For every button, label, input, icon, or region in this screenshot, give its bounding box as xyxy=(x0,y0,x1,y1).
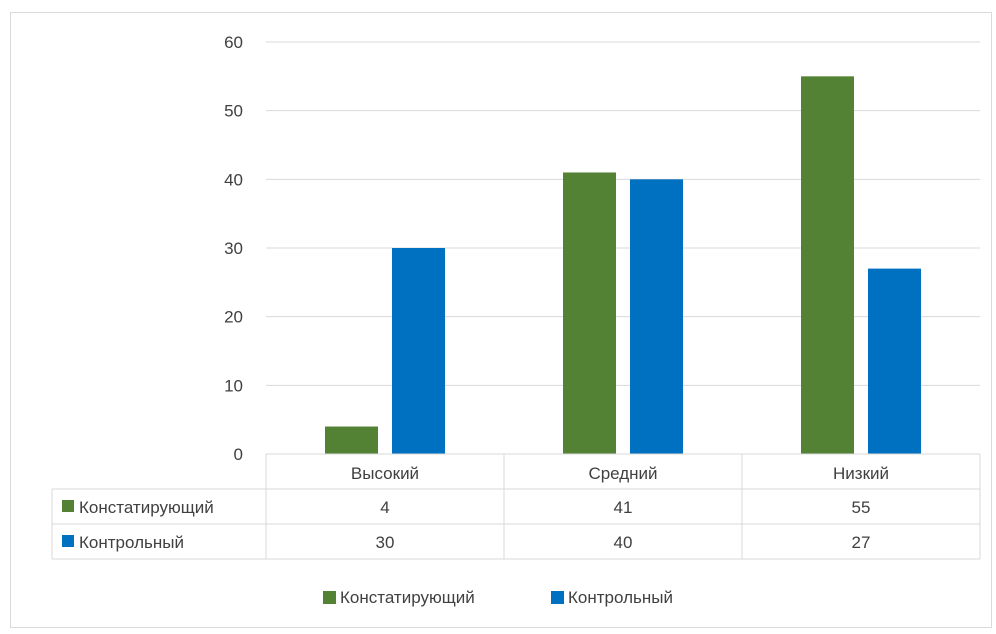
legend-swatch xyxy=(323,591,336,604)
bar xyxy=(801,76,854,454)
table-value-cell: 55 xyxy=(852,498,871,517)
y-tick-label: 60 xyxy=(224,33,243,52)
x-tick-label: Низкий xyxy=(833,464,889,483)
table-value-cell: 27 xyxy=(852,533,871,552)
legend-label: Контрольный xyxy=(568,588,673,607)
table-legend-key xyxy=(62,500,74,512)
bar xyxy=(325,426,378,454)
bar xyxy=(392,248,445,454)
y-tick-label: 40 xyxy=(224,170,243,189)
y-axis-ticks: 0 10 20 30 40 50 60 xyxy=(224,33,243,464)
table-value-cell: 40 xyxy=(614,533,633,552)
data-table: Высокий Средний Низкий Констатирующий 4 41 55 К… xyxy=(51,453,981,560)
bar xyxy=(563,172,616,454)
legend-swatch xyxy=(551,591,564,604)
x-tick-label: Средний xyxy=(588,464,657,483)
bar xyxy=(868,268,921,454)
y-tick-label: 50 xyxy=(224,102,243,121)
bar xyxy=(630,179,683,455)
legend: Констатирующий Контрольный xyxy=(323,588,673,607)
table-legend-key xyxy=(62,535,74,547)
y-tick-label: 20 xyxy=(224,308,243,327)
y-tick-label: 0 xyxy=(234,445,243,464)
bars xyxy=(325,76,921,455)
x-tick-label: Высокий xyxy=(351,464,419,483)
y-tick-label: 10 xyxy=(224,376,243,395)
table-value-cell: 4 xyxy=(380,498,389,517)
table-value-cell: 41 xyxy=(614,498,633,517)
table-series-label: Констатирующий xyxy=(79,498,214,517)
y-tick-label: 30 xyxy=(224,239,243,258)
table-series-label: Контрольный xyxy=(79,533,184,552)
table-value-cell: 30 xyxy=(376,533,395,552)
legend-label: Констатирующий xyxy=(340,588,475,607)
